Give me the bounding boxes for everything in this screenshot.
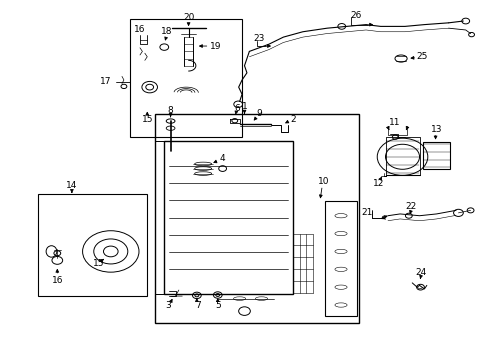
Text: 12: 12 <box>372 179 383 188</box>
Bar <box>38 194 147 296</box>
Text: 10: 10 <box>317 177 328 186</box>
Bar <box>154 114 358 323</box>
Text: 3: 3 <box>165 301 171 310</box>
Text: 16: 16 <box>134 26 145 35</box>
Text: 26: 26 <box>350 11 361 20</box>
Text: 18: 18 <box>161 27 172 36</box>
Text: 21: 21 <box>361 208 372 217</box>
Text: 22: 22 <box>405 202 416 211</box>
Text: 1: 1 <box>241 102 247 111</box>
Text: 2: 2 <box>290 115 295 124</box>
Text: 20: 20 <box>183 13 194 22</box>
Text: 15: 15 <box>141 115 153 124</box>
Text: 25: 25 <box>415 52 427 61</box>
Text: 23: 23 <box>253 35 264 44</box>
Text: 13: 13 <box>430 126 442 135</box>
Text: 15: 15 <box>93 260 104 269</box>
Text: 24: 24 <box>414 268 426 277</box>
Text: 9: 9 <box>256 109 262 118</box>
Text: 14: 14 <box>66 181 78 190</box>
Text: 19: 19 <box>209 41 221 50</box>
Text: 11: 11 <box>387 118 399 127</box>
Text: 8: 8 <box>167 106 173 115</box>
Text: 7: 7 <box>195 301 201 310</box>
Bar <box>154 141 164 294</box>
Text: 5: 5 <box>214 301 220 310</box>
Bar <box>130 19 242 137</box>
Text: 17: 17 <box>100 77 111 86</box>
Text: 6: 6 <box>234 104 240 113</box>
Bar <box>423 143 449 169</box>
Text: 4: 4 <box>220 154 225 163</box>
Text: 16: 16 <box>51 275 63 284</box>
Bar <box>325 202 356 316</box>
Bar <box>164 141 292 294</box>
